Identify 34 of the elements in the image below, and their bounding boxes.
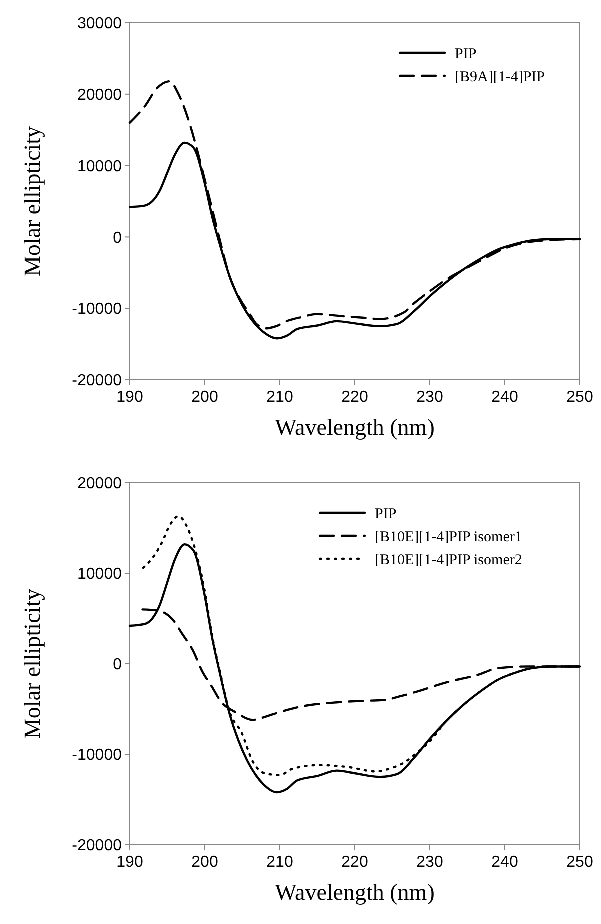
y-tick-label: -20000 [72,372,122,390]
x-axis-title: Wavelength (nm) [275,880,435,905]
x-tick-label: 230 [416,389,444,406]
x-tick-label: 200 [192,389,218,406]
y-axis-title: Molar ellipticity [20,588,45,740]
y-tick-label: 0 [113,230,122,247]
legend-label: [B10E][1-4]PIP isomer1 [375,529,522,546]
x-axis-title: Wavelength (nm) [275,415,435,440]
x-tick-label: 210 [266,854,294,871]
y-tick-label: 0 [113,656,122,674]
y-tick-label: 20000 [78,87,122,104]
y-tick-label: -10000 [72,301,122,318]
x-tick-label: 240 [492,854,518,871]
y-axis-title: Molar ellipticity [20,126,45,277]
x-tick-label: 240 [492,389,518,406]
x-tick-label: 190 [116,389,144,406]
y-tick-label: 30000 [78,16,122,33]
y-tick-label: -20000 [72,838,122,855]
legend-label: PIP [375,506,397,522]
x-tick-label: 220 [342,389,368,406]
x-tick-label: 250 [566,389,594,406]
x-tick-label: 190 [116,854,144,871]
y-tick-label: 10000 [78,566,122,584]
x-tick-label: 220 [342,854,368,871]
y-tick-label: 10000 [78,158,122,176]
legend-label: [B10E][1-4]PIP isomer2 [375,552,522,568]
x-tick-label: 230 [416,854,444,871]
legend-label: PIP [455,46,477,62]
legend-label: [B9A][1-4]PIP [455,69,545,86]
x-tick-label: 200 [192,854,218,871]
x-tick-label: 250 [566,854,594,871]
y-tick-label: -10000 [72,747,122,764]
y-tick-label: 20000 [78,476,122,493]
x-tick-label: 210 [266,389,294,406]
